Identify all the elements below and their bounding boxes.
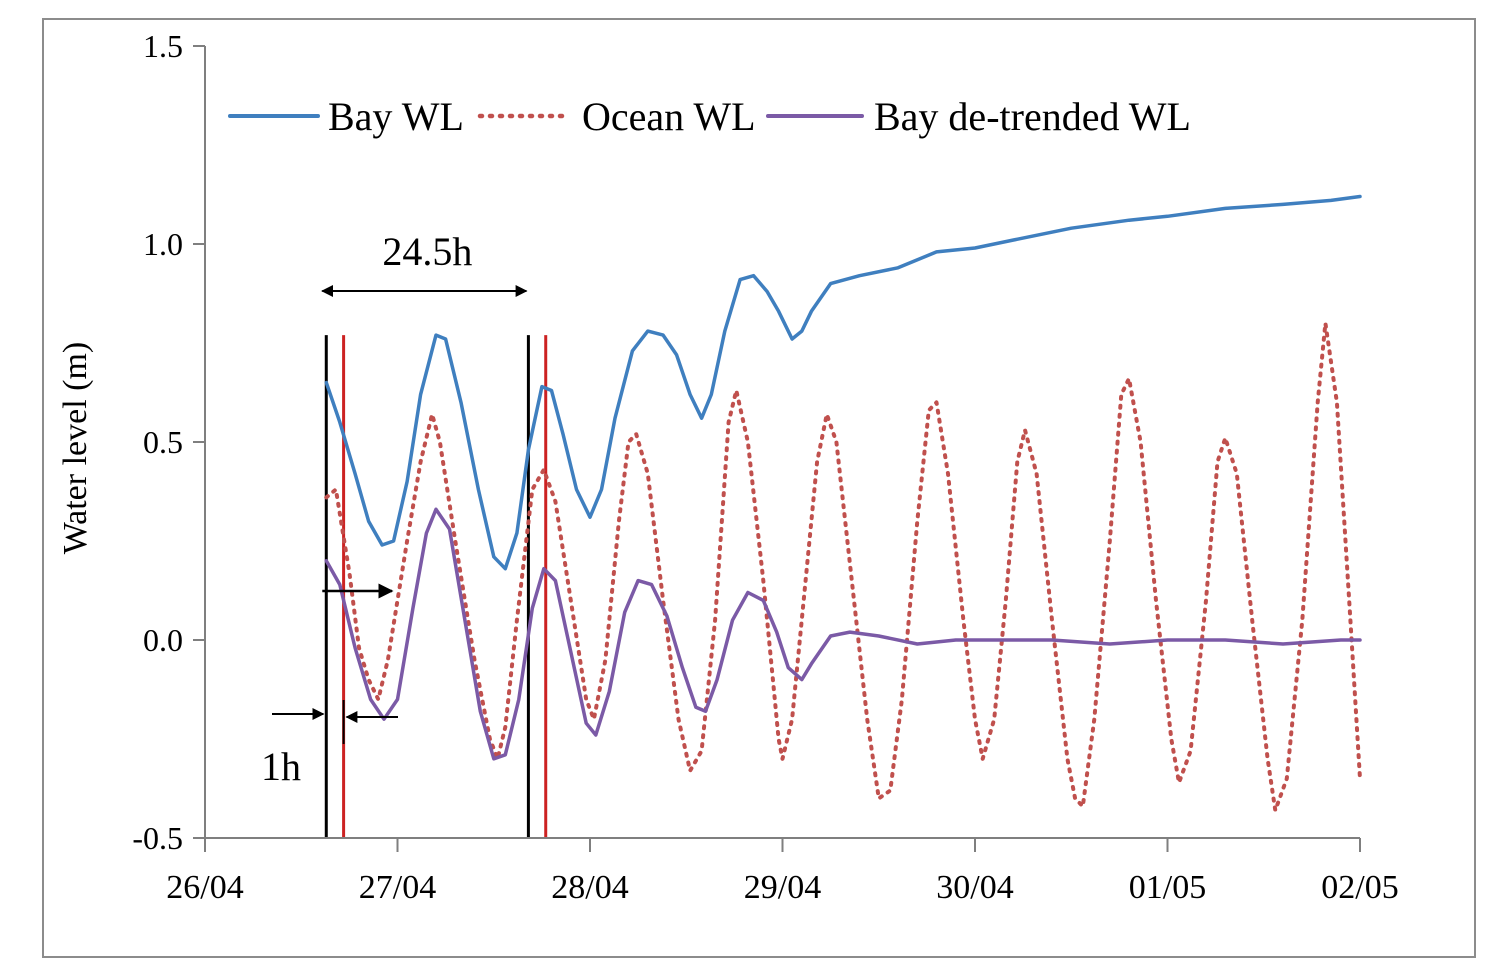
series-lines xyxy=(324,194,1362,813)
series-line-bay-de-trended-wl xyxy=(324,507,1362,761)
x-tick-label: 02/05 xyxy=(1321,869,1398,906)
legend-label: Ocean WL xyxy=(582,94,756,139)
y-tick-label: 0.5 xyxy=(143,424,183,460)
x-tick-label: 28/04 xyxy=(551,869,628,906)
axes: -0.5 0.0 0.5 1.0 1.5 26/04 27/04 28/04 29/04 30/0… xyxy=(132,28,1398,906)
annotations: 24.5h 1h xyxy=(261,229,528,789)
x-tick-label: 30/04 xyxy=(936,869,1013,906)
y-axis-label: Water level (m) xyxy=(57,342,94,554)
legend-label: Bay WL xyxy=(328,94,464,139)
series-line-ocean-wl xyxy=(324,321,1362,813)
vertical-marker-lines xyxy=(324,335,548,838)
y-tick-label: 1.0 xyxy=(143,226,183,262)
y-tick-label: -0.5 xyxy=(132,820,183,856)
x-tick-label: 26/04 xyxy=(166,869,243,906)
x-tick-label: 01/05 xyxy=(1129,869,1206,906)
y-tick-label: 1.5 xyxy=(143,28,183,64)
y-tick-label: 0.0 xyxy=(143,622,183,658)
legend-label: Bay de-trended WL xyxy=(874,94,1191,139)
chart: -0.5 0.0 0.5 1.0 1.5 26/04 27/04 28/04 29/04 30/0… xyxy=(57,28,1399,906)
x-tick-label: 29/04 xyxy=(744,869,821,906)
series-line-bay-wl xyxy=(324,194,1362,571)
period-label: 24.5h xyxy=(382,229,472,274)
legend: Bay WL Ocean WL Bay de-trended WL xyxy=(228,94,1191,139)
x-tick-label: 27/04 xyxy=(359,869,436,906)
lag-label: 1h xyxy=(261,744,301,789)
